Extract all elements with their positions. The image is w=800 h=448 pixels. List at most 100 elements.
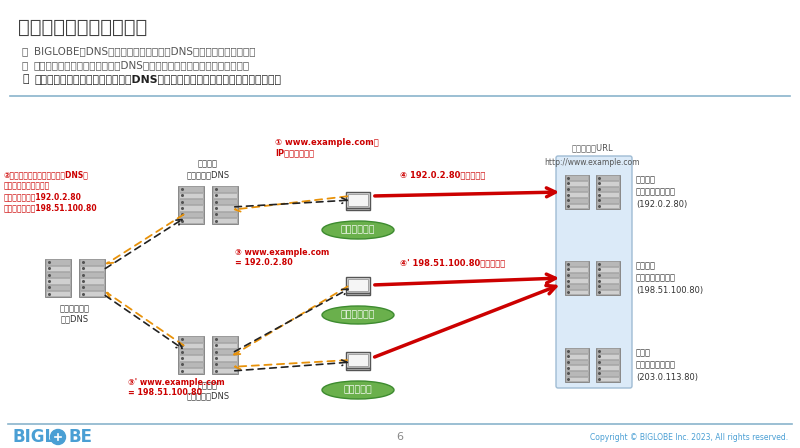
Bar: [597, 284, 618, 289]
Bar: [179, 218, 203, 224]
Bar: [346, 208, 370, 210]
Circle shape: [50, 430, 66, 444]
Bar: [79, 259, 105, 297]
Bar: [566, 262, 587, 266]
Text: ・: ・: [22, 46, 28, 56]
Bar: [213, 336, 237, 342]
Bar: [346, 293, 370, 295]
Bar: [566, 267, 587, 272]
Bar: [348, 280, 368, 291]
Bar: [597, 267, 618, 272]
Bar: [565, 348, 589, 382]
Bar: [46, 266, 70, 271]
Bar: [566, 181, 587, 186]
Text: ・: ・: [22, 60, 28, 70]
Bar: [597, 198, 618, 203]
Bar: [213, 186, 237, 192]
Text: ③ www.example.com
= 192.0.2.80: ③ www.example.com = 192.0.2.80: [235, 248, 330, 267]
Bar: [566, 193, 587, 197]
Text: ③' www.example.com
= 198.51.100.80: ③' www.example.com = 198.51.100.80: [128, 378, 225, 397]
Bar: [597, 181, 618, 186]
Text: BIGL: BIGL: [12, 428, 55, 446]
Bar: [348, 194, 368, 206]
Text: Copyright © BIGLOBE Inc. 2023, All rights reserved.: Copyright © BIGLOBE Inc. 2023, All right…: [590, 432, 788, 441]
Bar: [597, 377, 618, 382]
Text: 東日本の
コンテンツサーバ
(192.0.2.80): 東日本の コンテンツサーバ (192.0.2.80): [636, 175, 687, 209]
Bar: [597, 204, 618, 208]
Bar: [566, 176, 587, 180]
Bar: [213, 212, 237, 217]
Bar: [597, 193, 618, 197]
Bar: [566, 279, 587, 283]
Text: ・: ・: [22, 74, 29, 84]
Bar: [566, 284, 587, 289]
Bar: [179, 336, 203, 342]
Text: 九州ユーザも西日本のキャッシュDNSを利用中のため大阪のサーバが選択される: 九州ユーザも西日本のキャッシュDNSを利用中のため大阪のサーバが選択される: [34, 74, 281, 84]
Bar: [179, 206, 203, 211]
Bar: [566, 198, 587, 203]
Text: ④' 198.51.100.80へアクセス: ④' 198.51.100.80へアクセス: [400, 258, 506, 267]
Bar: [46, 285, 70, 290]
Bar: [597, 349, 618, 353]
Text: BE: BE: [68, 428, 92, 446]
Bar: [597, 279, 618, 283]
Bar: [597, 176, 618, 180]
Text: 西日本の
コンテンツサーバ
(198.51.100.80): 西日本の コンテンツサーバ (198.51.100.80): [636, 261, 703, 295]
Bar: [597, 354, 618, 359]
Bar: [179, 362, 203, 367]
Text: なぜこのような状態に？: なぜこのような状態に？: [18, 18, 147, 37]
Text: ・東日本向け：192.0.2.80: ・東日本向け：192.0.2.80: [4, 192, 82, 201]
Bar: [213, 193, 237, 198]
Bar: [597, 273, 618, 277]
Bar: [179, 186, 203, 192]
Bar: [566, 187, 587, 191]
Bar: [566, 366, 587, 370]
Bar: [597, 371, 618, 376]
Bar: [597, 262, 618, 266]
Bar: [80, 266, 104, 271]
Bar: [566, 349, 587, 353]
Bar: [597, 360, 618, 365]
Text: コンテンツURL: コンテンツURL: [571, 143, 613, 152]
Bar: [595, 348, 619, 382]
Bar: [213, 218, 237, 224]
Bar: [213, 349, 237, 354]
Text: ②問い合わせ元のキャッシュDNSの: ②問い合わせ元のキャッシュDNSの: [4, 170, 89, 179]
Bar: [179, 343, 203, 348]
Bar: [213, 362, 237, 367]
Bar: [566, 204, 587, 208]
Ellipse shape: [322, 306, 394, 324]
Bar: [179, 368, 203, 374]
Text: ① www.example.comの
IPアドレスは？: ① www.example.comの IPアドレスは？: [275, 138, 378, 157]
Bar: [566, 354, 587, 359]
Bar: [595, 261, 619, 295]
Bar: [178, 186, 204, 224]
Bar: [80, 285, 104, 290]
Bar: [346, 192, 370, 208]
Text: 西日本ユーザ: 西日本ユーザ: [341, 310, 375, 319]
Bar: [213, 343, 237, 348]
Bar: [346, 368, 370, 370]
Text: BIGLOBEのDNSリゾルバ（キャッシュDNS）は東京と大阪にある: BIGLOBEのDNSリゾルバ（キャッシュDNS）は東京と大阪にある: [34, 46, 255, 56]
Bar: [565, 261, 589, 295]
Bar: [566, 360, 587, 365]
Text: 九州の
コンテンツサーバ
(203.0.113.80): 九州の コンテンツサーバ (203.0.113.80): [636, 348, 698, 382]
Bar: [178, 336, 204, 374]
Bar: [597, 290, 618, 294]
Bar: [179, 212, 203, 217]
Bar: [45, 259, 71, 297]
Text: 東日本ユーザ: 東日本ユーザ: [341, 225, 375, 234]
Text: アドレスに応じて返答: アドレスに応じて返答: [4, 181, 50, 190]
Bar: [566, 377, 587, 382]
Bar: [179, 193, 203, 198]
Text: 九州ユーザ: 九州ユーザ: [344, 385, 372, 395]
Bar: [566, 273, 587, 277]
Bar: [46, 291, 70, 297]
Bar: [212, 186, 238, 224]
Bar: [80, 272, 104, 277]
Text: 東日本用
キャッシュDNS: 東日本用 キャッシュDNS: [186, 159, 230, 179]
Bar: [213, 356, 237, 361]
Bar: [212, 336, 238, 374]
Bar: [565, 175, 589, 209]
Bar: [597, 366, 618, 370]
